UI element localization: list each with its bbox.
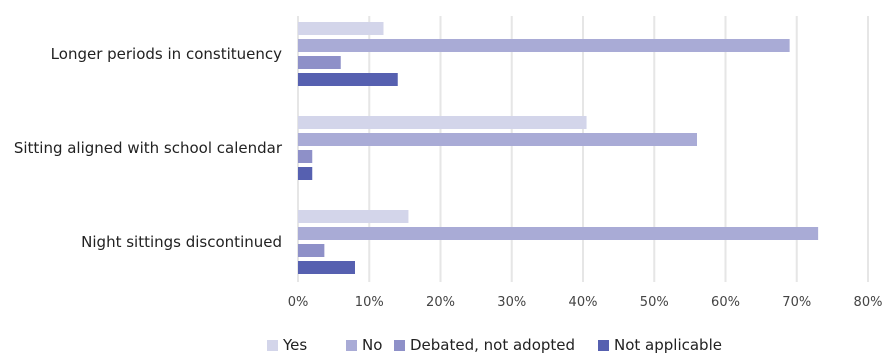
x-tick-label: 50% — [640, 295, 669, 310]
x-tick-label: 10% — [355, 295, 384, 310]
x-tick-label: 0% — [288, 295, 309, 310]
x-tick-label: 70% — [782, 295, 811, 310]
bar — [298, 39, 790, 52]
legend-label: Debated, not adopted — [410, 336, 575, 354]
category-label: Night sittings discontinued — [81, 233, 282, 251]
bar — [298, 22, 384, 35]
legend-swatch — [267, 340, 278, 351]
bar — [298, 167, 313, 180]
x-tick-label: 60% — [711, 295, 740, 310]
x-tick-label: 40% — [569, 295, 598, 310]
legend-swatch — [598, 340, 609, 351]
category-labels: Longer periods in constituency Sitting al… — [14, 45, 283, 251]
x-tick-label: 80% — [854, 295, 883, 310]
legend: Yes No Debated, not adopted Not applicable — [267, 336, 722, 354]
gridlines — [297, 16, 869, 282]
bar — [298, 261, 355, 274]
bar — [298, 227, 819, 240]
x-tick-label: 30% — [497, 295, 526, 310]
legend-label: No — [362, 336, 382, 354]
bar — [298, 150, 313, 163]
bar — [298, 56, 341, 69]
legend-swatch — [394, 340, 405, 351]
bar — [298, 210, 409, 223]
category-label: Longer periods in constituency — [51, 45, 282, 63]
bar — [298, 73, 398, 86]
bar — [298, 244, 325, 257]
legend-label: Not applicable — [614, 336, 722, 354]
x-tick-labels: 0% 10% 20% 30% 40% 50% 60% 70% 80% — [288, 295, 883, 310]
bar — [298, 133, 697, 146]
x-tick-label: 20% — [426, 295, 455, 310]
bars — [298, 22, 819, 274]
legend-label: Yes — [282, 336, 307, 354]
bar — [298, 116, 587, 129]
category-label: Sitting aligned with school calendar — [14, 139, 283, 157]
legend-swatch — [346, 340, 357, 351]
